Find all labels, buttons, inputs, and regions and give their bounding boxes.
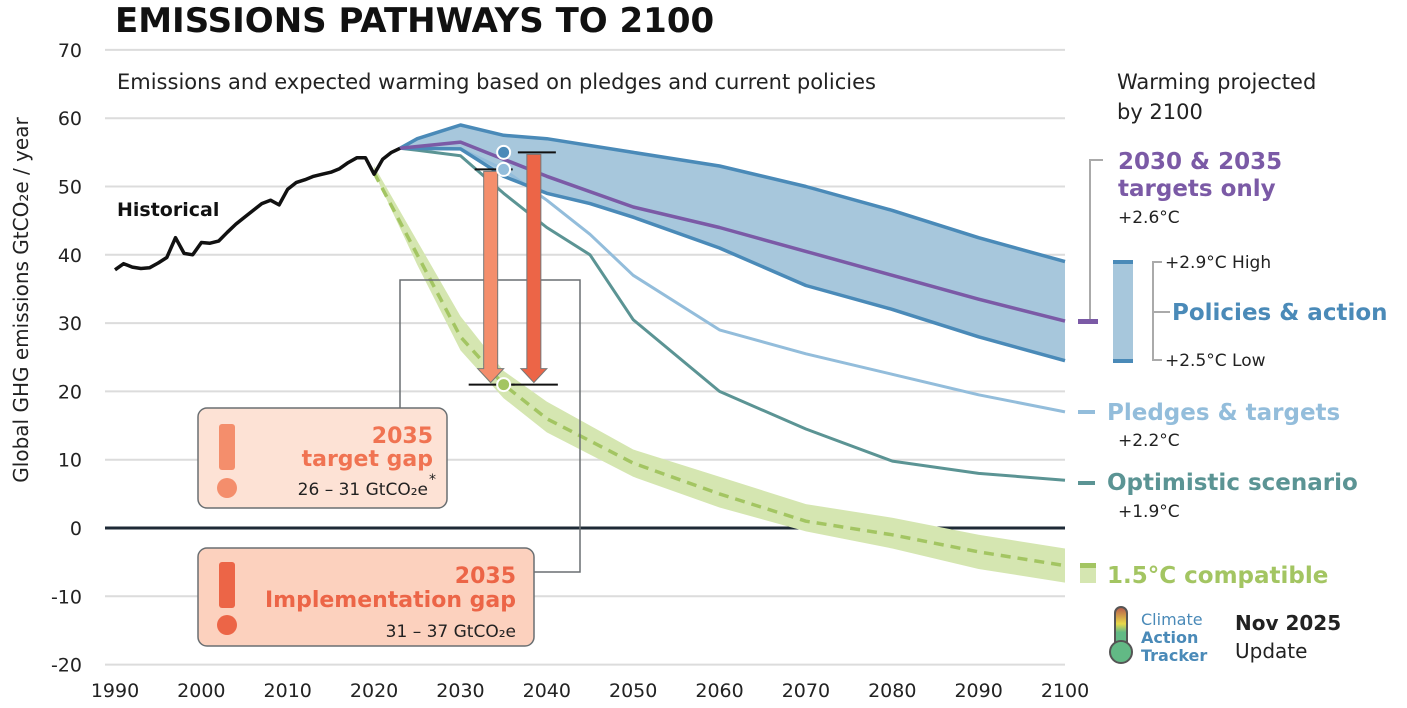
target-gap-range: 26 – 31 GtCO₂e (298, 480, 428, 500)
x-tick-label: 2050 (609, 680, 657, 702)
legend-targets: 2030 & 2035 (1118, 149, 1282, 175)
x-axis-ticks: 1990 2000 2010 2020 2030 2040 2050 2060 2070 2080… (91, 680, 1089, 702)
x-tick-label: 2010 (264, 680, 312, 702)
policies-bracket (1152, 261, 1170, 361)
series-line-pledges (399, 146, 1066, 414)
policies-band (400, 125, 1065, 361)
legend: Warming projected by 2100 2030 & 2035 ta… (1078, 70, 1388, 589)
implementation-gap-label: Implementation gap (265, 588, 516, 613)
x-tick-label: 2000 (177, 680, 225, 702)
logo-line3: Tracker (1141, 646, 1207, 665)
series-line-policies_high (399, 123, 1066, 264)
series-line-policies_low (399, 146, 1066, 363)
y-tick-label: 70 (58, 40, 82, 62)
x-tick-label: 2060 (695, 680, 743, 702)
y-tick-label: -20 (51, 655, 82, 677)
implementation-gap-box: 2035 Implementation gap 31 – 37 GtCO₂e (197, 547, 535, 647)
x-tick-label: 2030 (436, 680, 484, 702)
thermometer-icon (1109, 606, 1133, 664)
y-tick-label: 40 (58, 245, 82, 267)
optimistic-swatch (1078, 481, 1095, 485)
implementation-gap-arrow (519, 153, 549, 384)
series-layer (113, 123, 1066, 583)
series-line-compatible (372, 171, 1066, 568)
y-axis-label: Global GHG emissions GtCO₂e / year (9, 117, 33, 483)
y-tick-label: 10 (58, 450, 82, 472)
y-tick-label: 60 (58, 108, 82, 130)
legend-targets-temp: +2.6°C (1118, 208, 1180, 228)
implementation-gap-year: 2035 (455, 564, 516, 589)
y-tick-label: 30 (58, 313, 82, 335)
legend-pledges-temp: +2.2°C (1118, 431, 1180, 451)
marker-2035 (496, 144, 512, 160)
legend-policies-low: +2.5°C Low (1165, 351, 1266, 371)
legend-optimistic: Optimistic scenario (1107, 470, 1358, 496)
policies-swatch (1113, 262, 1133, 362)
update-date: Nov 2025 (1235, 611, 1341, 635)
x-tick-label: 1990 (91, 680, 139, 702)
historical-label: Historical (117, 199, 219, 221)
policies-low-cap (1113, 359, 1133, 363)
compatible-swatch-line (1080, 563, 1096, 568)
chart-title: EMISSIONS PATHWAYS TO 2100 (115, 1, 714, 41)
logo-line2: Action (1141, 628, 1198, 647)
target-gap-label: target gap (302, 447, 433, 472)
series-line-targets (399, 140, 1066, 323)
y-axis-ticks: 70 60 50 40 30 20 10 0 -10 -20 (51, 40, 82, 677)
legend-pledges: Pledges & targets (1107, 400, 1340, 426)
legend-header: Warming projected (1117, 70, 1316, 94)
x-tick-label: 2080 (868, 680, 916, 702)
series-line-optimistic (399, 146, 1066, 482)
y-tick-label: 20 (58, 381, 82, 403)
x-tick-label: 2100 (1041, 680, 1089, 702)
gap-connector (399, 279, 581, 573)
marker-2035 (496, 377, 512, 393)
legend-targets-2: targets only (1118, 176, 1276, 202)
pledges-swatch (1078, 410, 1095, 414)
legend-optimistic-temp: +1.9°C (1118, 502, 1180, 522)
target-gap-box: 2035 target gap 26 – 31 GtCO₂e * (197, 407, 448, 509)
marker-2035 (496, 161, 512, 177)
y-tick-label: -10 (51, 586, 82, 608)
targets-swatch (1078, 319, 1098, 324)
x-tick-label: 2020 (350, 680, 398, 702)
x-tick-label: 2070 (782, 680, 830, 702)
update-label: Update (1235, 639, 1307, 663)
y-tick-label: 0 (70, 518, 82, 540)
legend-header-2: by 2100 (1117, 100, 1203, 124)
legend-policies: Policies & action (1172, 300, 1388, 326)
exclamation-icon (217, 562, 237, 635)
target-gap-year: 2035 (372, 424, 433, 449)
x-tick-label: 2090 (954, 680, 1002, 702)
legend-policies-high: +2.9°C High (1165, 253, 1271, 273)
target-gap-footnote: * (429, 472, 436, 488)
chart-subtitle: Emissions and expected warming based on … (117, 70, 876, 94)
exclamation-icon (217, 424, 237, 498)
legend-compatible: 1.5°C compatible (1107, 563, 1328, 589)
compatible-band (374, 166, 1066, 583)
x-tick-label: 2040 (523, 680, 571, 702)
climate-action-tracker-logo: Climate Action Tracker (1109, 606, 1207, 665)
targets-bracket (1089, 159, 1103, 320)
series-line-historical (113, 146, 401, 272)
y-tick-label: 50 (58, 177, 82, 199)
target-gap-arrow (476, 170, 505, 384)
implementation-gap-range: 31 – 37 GtCO₂e (386, 622, 516, 642)
policies-high-cap (1113, 260, 1133, 264)
logo-line1: Climate (1141, 610, 1203, 629)
